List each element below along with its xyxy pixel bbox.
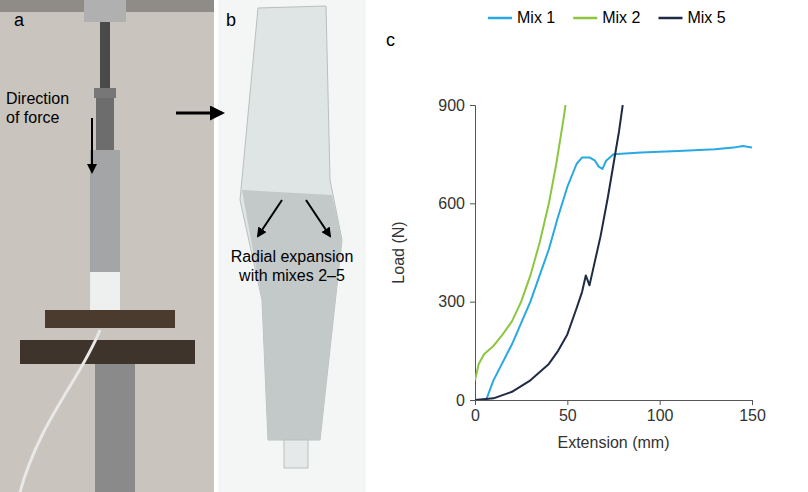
photo-background xyxy=(218,0,366,492)
base-plate xyxy=(20,340,195,364)
photo-background xyxy=(0,0,214,492)
tick-label: 900 xyxy=(438,97,465,114)
series-line xyxy=(475,105,623,400)
tick-label: 0 xyxy=(471,407,480,424)
tick-label: 50 xyxy=(559,407,577,424)
specimen-top xyxy=(240,6,342,440)
legend: Mix 1 Mix 2 Mix 5 xyxy=(488,9,726,26)
tick: 0 xyxy=(471,400,480,424)
tick-label: 100 xyxy=(647,407,674,424)
force-arrow xyxy=(91,118,93,172)
tick: 300 xyxy=(438,293,475,310)
tube xyxy=(20,330,100,492)
annotation: Directionof force xyxy=(6,90,69,126)
tick-mark xyxy=(567,400,568,405)
tick: 600 xyxy=(438,195,475,212)
expansion-arrow xyxy=(258,200,282,236)
specimen-base xyxy=(90,272,120,310)
tick-label: 600 xyxy=(438,195,465,212)
nozzle xyxy=(284,440,308,468)
tick: 0 xyxy=(456,392,475,409)
legend-swatch xyxy=(488,17,512,20)
legend-swatch xyxy=(658,17,682,20)
series-line xyxy=(486,146,752,400)
panel-label: b xyxy=(226,10,236,30)
legend-label: Mix 2 xyxy=(602,9,640,26)
tick: 100 xyxy=(647,400,674,424)
expansion-arrow xyxy=(306,200,330,236)
axis-line xyxy=(476,401,753,406)
annotation: Radial expansionwith mixes 2–5 xyxy=(231,248,354,284)
legend-label: Mix 1 xyxy=(517,9,555,26)
legend-item: Mix 2 xyxy=(573,9,640,26)
tick: 900 xyxy=(438,97,475,114)
series-line xyxy=(475,105,565,380)
panel-b: Radial expansionwith mixes 2–5 b xyxy=(218,0,366,492)
plot-area xyxy=(475,105,752,400)
tick-label: 300 xyxy=(438,293,465,310)
tick: 150 xyxy=(739,400,766,424)
axis-line xyxy=(470,106,476,401)
figure: Directionof force a Radial expansionwith m… xyxy=(0,0,808,492)
y-axis-title: Load (N) xyxy=(390,221,407,283)
specimen xyxy=(90,150,120,310)
specimen-lower xyxy=(242,190,342,440)
tick-mark xyxy=(470,302,475,303)
legend-label: Mix 5 xyxy=(687,9,725,26)
legend-swatch xyxy=(573,17,597,20)
x-axis-title: Extension (mm) xyxy=(557,434,669,451)
load-cell xyxy=(84,0,126,22)
support xyxy=(95,364,135,492)
fixture-plate xyxy=(45,310,175,328)
panel-label: c xyxy=(386,30,395,50)
legend-item: Mix 5 xyxy=(658,9,725,26)
panel-a: Directionof force a xyxy=(0,0,214,492)
nut xyxy=(94,88,116,98)
tick-label: 150 xyxy=(739,407,766,424)
tick-label: 0 xyxy=(456,392,465,409)
tick-mark xyxy=(470,400,475,401)
tick: 50 xyxy=(559,400,577,424)
tick-mark xyxy=(470,105,475,106)
tick-mark xyxy=(470,203,475,204)
pointer-arrow xyxy=(176,112,222,115)
legend-item: Mix 1 xyxy=(488,9,555,26)
panel-label: a xyxy=(14,10,25,30)
threaded-rod xyxy=(100,22,110,97)
x-axis: 0 50 100 150 xyxy=(471,400,766,424)
tick-mark xyxy=(660,400,661,405)
y-axis: 0 300 600 900 xyxy=(438,97,475,409)
tick-mark xyxy=(752,400,753,405)
